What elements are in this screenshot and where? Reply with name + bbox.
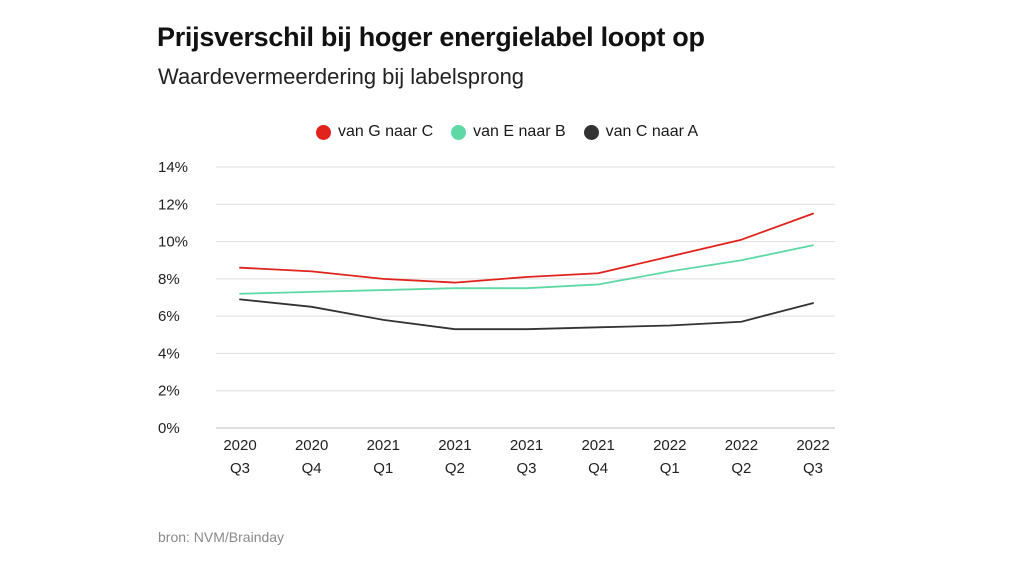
x-axis-ticks: 2020 Q3 2020 Q4 2021 Q1 2021 Q2 2021 Q3 2021 Q4 2022… [223,437,829,477]
legend-item-c-a: van C naar A [583,123,699,141]
series-line-2 [239,298,814,331]
x-tick-label-quarter: Q4 [588,460,608,477]
x-tick-label-year: 2020 [295,437,328,454]
x-tick-label-quarter: Q2 [731,460,751,477]
legend-item-g-c: van G naar C [316,123,433,141]
legend-label-c-a: van C naar A [605,123,699,140]
series-lines [239,212,814,331]
x-tick-label-year: 2021 [438,437,471,454]
y-tick-label: 14% [158,159,188,176]
x-tick-label-year: 2022 [725,437,758,454]
legend-label-e-b: van E naar B [473,123,566,140]
legend-swatch-c-a [583,124,599,140]
y-tick-label: 0% [158,420,180,437]
y-tick-label: 10% [158,234,188,251]
x-tick-label-quarter: Q3 [516,460,536,477]
x-tick-label-year: 2021 [581,437,614,454]
x-tick-label-year: 2021 [367,437,400,454]
gridlines [216,166,835,429]
x-tick-label-quarter: Q4 [302,460,322,477]
chart-title: Prijsverschil bij hoger energielabel loo… [157,22,705,52]
y-tick-label: 2% [158,383,180,400]
x-tick-label-year: 2021 [510,437,543,454]
x-tick-label-year: 2020 [223,437,256,454]
series-line-0 [239,212,814,284]
x-tick-label-quarter: Q3 [230,460,250,477]
chart-legend: van G naar C van E naar B van C naar A [316,123,698,141]
legend-swatch-g-c [316,124,331,140]
x-tick-label-year: 2022 [653,437,686,454]
x-tick-label-quarter: Q2 [445,460,465,477]
y-tick-label: 12% [158,196,188,213]
source-note: bron: NVM/Brainday [158,529,285,545]
x-tick-label-quarter: Q1 [373,460,393,477]
chart-subtitle: Waardevermeerdering bij labelsprong [158,64,525,89]
legend-label-g-c: van G naar C [338,123,434,140]
x-tick-label-quarter: Q1 [660,460,680,477]
x-tick-label-quarter: Q3 [803,460,823,477]
y-tick-label: 6% [158,308,180,325]
legend-swatch-e-b [451,124,467,140]
x-tick-label-year: 2022 [796,437,829,454]
y-tick-label: 4% [158,345,180,362]
legend-item-e-b: van E naar B [451,123,566,141]
series-line-1 [239,244,814,295]
y-tick-label: 8% [158,271,180,288]
y-axis-ticks: 0% 2% 4% 6% 8% 10% 12% 14% [158,159,188,437]
